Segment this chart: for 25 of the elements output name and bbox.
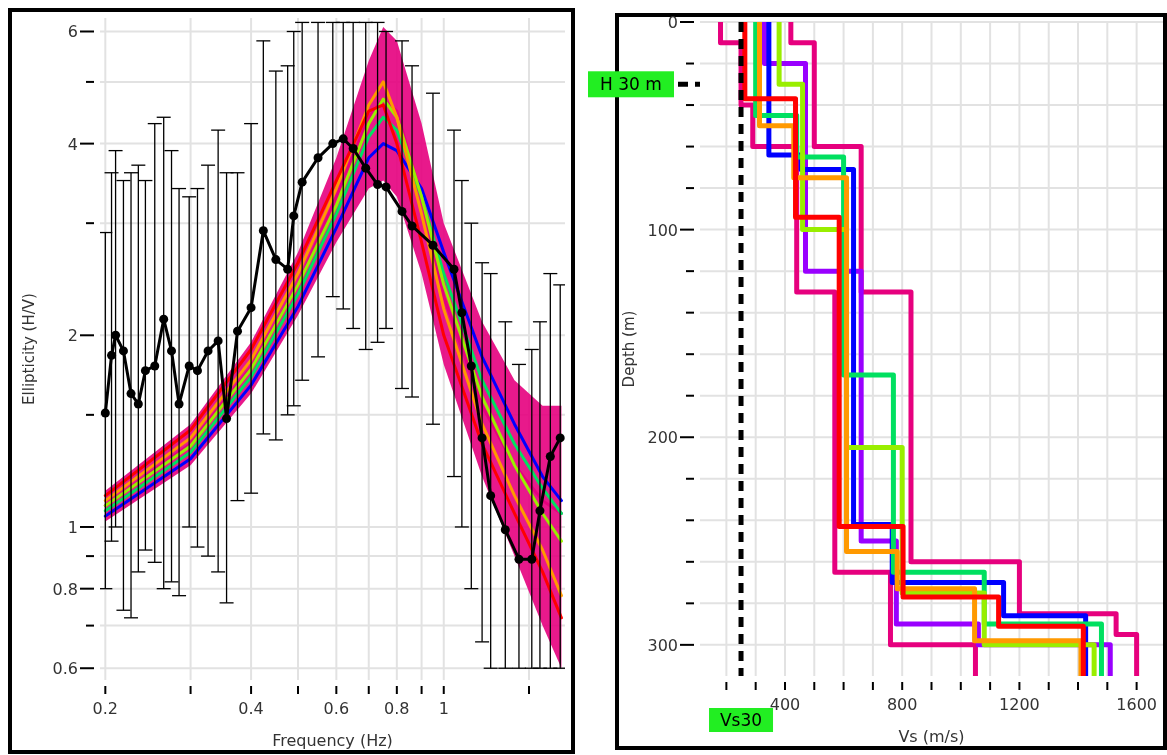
y-tick-label: 0 (667, 13, 678, 32)
x-tick-label: 0.4 (238, 699, 264, 718)
y-tick-label: 300 (647, 635, 678, 655)
x-axis-title: Frequency (Hz) (272, 731, 393, 750)
y-tick-label: 0.8 (52, 579, 78, 599)
y-tick-label: 0.6 (52, 659, 78, 679)
x-tick-label: 0.2 (92, 699, 119, 718)
y-tick-label: 2 (67, 326, 78, 346)
y-tick-label: 1 (67, 517, 78, 537)
y-tick-label: 100 (647, 220, 678, 240)
y-tick-label: 6 (67, 22, 78, 42)
x-axis-title: Vs (m/s) (898, 727, 965, 746)
y-axis-title: Ellipticity (H/V) (20, 293, 38, 405)
x-tick-label: 1 (438, 699, 449, 718)
ref-line-label: H 30 m (600, 74, 662, 95)
ref-line-label: Vs30 (719, 710, 763, 730)
y-tick-label: 200 (647, 428, 678, 448)
y-axis-title: Depth (m) (620, 310, 638, 388)
x-tick-label: 400 (769, 695, 801, 714)
x-tick-label: 0.6 (323, 699, 350, 718)
x-tick-label: 1200 (999, 695, 1040, 714)
x-tick-label: 1600 (1116, 695, 1157, 714)
x-tick-label: 800 (886, 695, 918, 714)
y-tick-label: 4 (67, 134, 78, 154)
x-tick-label: 0.8 (384, 699, 410, 718)
